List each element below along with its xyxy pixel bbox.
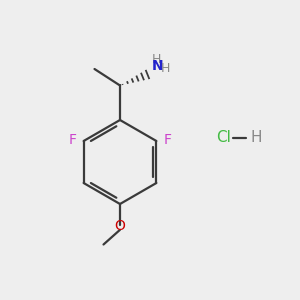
Text: F: F — [164, 133, 172, 146]
Text: H: H — [151, 52, 161, 66]
Text: Cl: Cl — [216, 130, 231, 146]
Text: F: F — [68, 133, 76, 146]
Text: O: O — [115, 220, 125, 233]
Text: H: H — [161, 61, 171, 75]
Text: N: N — [152, 59, 163, 73]
Text: H: H — [250, 130, 262, 146]
